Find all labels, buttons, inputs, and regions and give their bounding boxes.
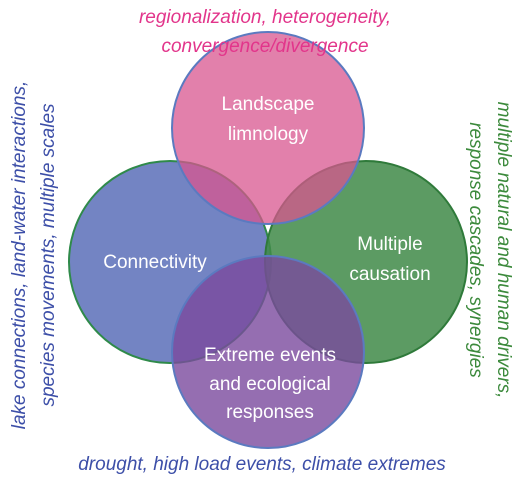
circle-label: causation xyxy=(349,264,430,285)
circle-label: responses xyxy=(226,402,314,423)
left-note: species movements, multiple scales xyxy=(38,103,59,407)
right-note: multiple natural and human drivers, xyxy=(493,102,514,399)
bottom-note: drought, high load events, climate extre… xyxy=(78,454,446,475)
top-note: regionalization, heterogeneity, xyxy=(139,7,391,28)
circle-label: limnology xyxy=(228,124,309,145)
circle-label: and ecological xyxy=(209,374,330,395)
right-note: response cascades, synergies xyxy=(465,122,486,378)
circle-label: Multiple xyxy=(357,234,422,255)
circle-landscape xyxy=(171,31,365,225)
circle-label: Landscape xyxy=(222,94,315,115)
circle-extreme xyxy=(171,255,365,449)
top-note: convergence/divergence xyxy=(161,36,368,57)
circle-label: Extreme events xyxy=(204,345,336,366)
circle-label: Connectivity xyxy=(103,252,207,273)
left-note: lake connections, land-water interaction… xyxy=(9,81,30,430)
